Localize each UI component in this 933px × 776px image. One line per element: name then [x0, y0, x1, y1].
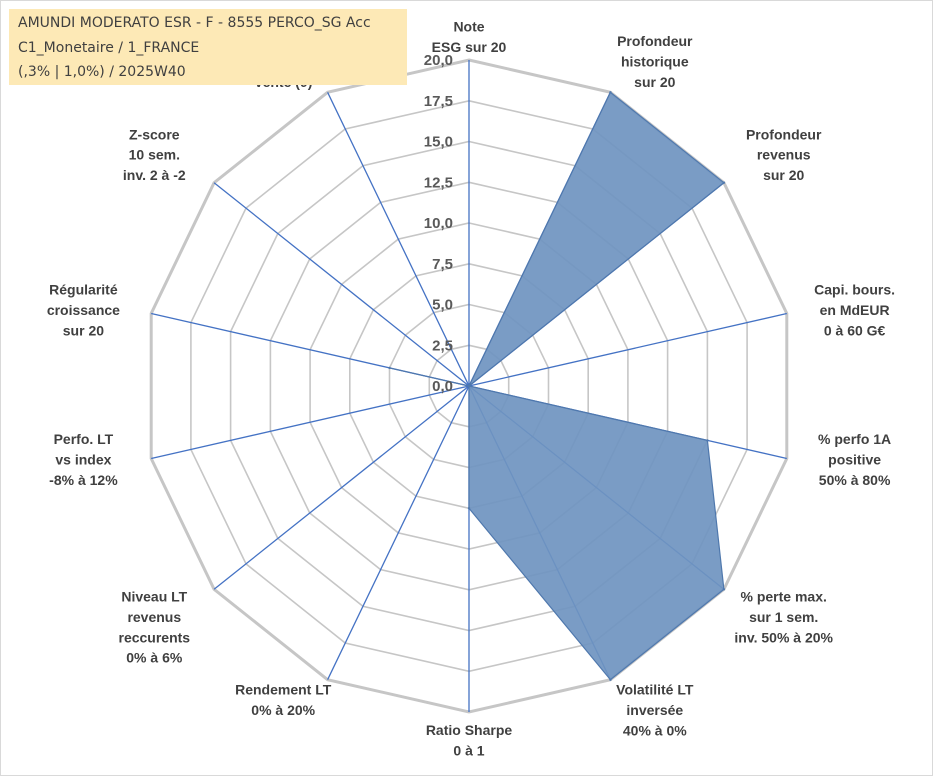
axis-label: 0 à 1 [453, 742, 484, 758]
tick-label: 7,5 [432, 256, 453, 273]
axis-labels: Note ESG sur 20 Profondeur historique sur 20… [47, 19, 895, 759]
axis-label: 50% à 80% [819, 472, 891, 488]
tick-label: 20,0 [424, 52, 453, 69]
axis-label: sur 20 [763, 167, 804, 183]
chart-title-line-3: (,3% | 1,0%) / 2025W40 [18, 64, 186, 80]
chart-title-box: AMUNDI MODERATO ESR - F - 8555 PERCO_SG … [9, 9, 407, 85]
tick-label: 2,5 [432, 337, 453, 354]
axis-label: inv. 50% à 20% [734, 629, 833, 645]
axis-spoke [213, 385, 470, 590]
axis-label: vs index [55, 452, 111, 468]
axis-label: revenus [757, 147, 811, 163]
data-point [609, 678, 612, 681]
data-point [706, 439, 709, 442]
axis-label: Z-score [129, 126, 180, 142]
axis-spoke [151, 385, 470, 460]
axis-label: reccurents [119, 629, 191, 645]
axis-label: -8% à 12% [49, 472, 118, 488]
axis-label: 40% à 0% [623, 723, 687, 739]
tick-label: 10,0 [424, 215, 453, 232]
data-point [609, 91, 612, 94]
tick-label: 17,5 [424, 93, 453, 110]
data-point [722, 181, 726, 184]
tick-label: 5,0 [432, 297, 453, 314]
axis-label: inv. 2 à -2 [123, 167, 186, 183]
axis-label: croissance [47, 302, 120, 318]
axis-label: Profondeur [746, 126, 822, 142]
tick-label: 12,5 [424, 174, 453, 191]
axis-label: inversée [626, 702, 683, 718]
axis-spoke [327, 385, 470, 680]
axis-label: sur 20 [63, 322, 104, 338]
axis-label: % perte max. [741, 589, 827, 605]
axis-label: 0% à 20% [251, 702, 315, 718]
axis-label: positive [828, 452, 881, 468]
axis-spoke [213, 182, 470, 387]
axis-label: Rendement LT [235, 682, 332, 698]
axis-label: Niveau LT [121, 589, 187, 605]
axis-label: % perfo 1A [818, 431, 891, 447]
axis-spoke [327, 92, 470, 387]
data-point [467, 507, 471, 510]
axis-label: en MdEUR [820, 302, 890, 318]
axis-spoke [468, 312, 787, 387]
radar-series [388, 91, 726, 681]
data-point [467, 384, 471, 388]
axis-label: 10 sem. [129, 147, 180, 163]
data-point [388, 366, 391, 370]
axis-label: sur 1 sem. [749, 609, 818, 625]
data-point [722, 588, 726, 591]
axis-label: revenus [127, 609, 181, 625]
axis-label: ESG sur 20 [432, 39, 507, 55]
axis-label: 0% à 6% [126, 650, 183, 666]
axis-label: 0 à 60 G€ [824, 322, 886, 338]
axis-label: Note [453, 19, 484, 35]
tick-label: 0,0 [432, 378, 453, 395]
axis-label: Volatilité LT [616, 682, 694, 698]
tick-label: 15,0 [424, 134, 453, 151]
axis-label: Perfo. LT [54, 431, 114, 447]
axis-label: Capi. bours. [814, 282, 895, 298]
chart-title-line-1: AMUNDI MODERATO ESR - F - 8555 PERCO_SG … [18, 15, 371, 31]
axis-label: sur 20 [634, 74, 675, 90]
axis-label: Profondeur [617, 33, 693, 49]
axis-label: Ratio Sharpe [426, 722, 513, 738]
axis-label: historique [621, 54, 689, 70]
radial-tick-labels: 0,0 2,5 5,0 7,5 10,0 12,5 15,0 17,5 20,0 [424, 52, 453, 395]
axis-label: Régularité [49, 282, 118, 298]
chart-title-line-2: C1_Monetaire / 1_FRANCE [18, 40, 200, 56]
